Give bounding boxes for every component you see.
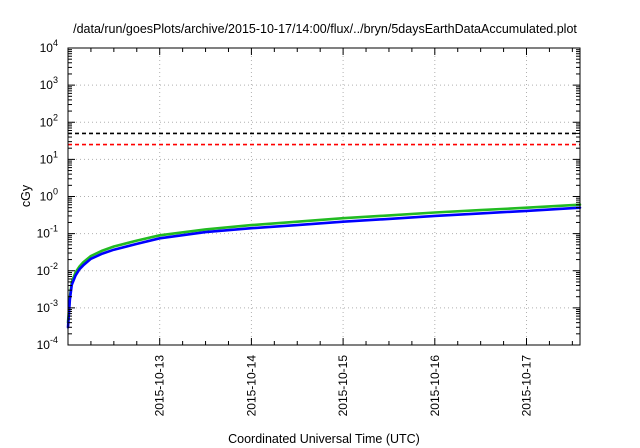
x-axis-label: Coordinated Universal Time (UTC) (228, 432, 420, 446)
y-tick-label: 104 (40, 38, 58, 55)
x-axis: 2015-10-13 2015-10-14 2015-10-15 2015-10-16… (90, 48, 573, 417)
y-tick-label: 102 (40, 112, 58, 129)
y-tick-label: 103 (40, 75, 58, 92)
x-tick-label: 2015-10-14 (244, 355, 258, 417)
y-tick-label: 10-4 (37, 335, 58, 352)
y-tick-label: 101 (40, 149, 58, 166)
x-tick-label: 2015-10-17 (520, 355, 534, 417)
reference-lines (68, 132, 580, 146)
y-axis: 10-4 10-3 10-2 10-1 100 101 102 103 104 (37, 38, 580, 352)
chart-title: /data/run/goesPlots/archive/2015-10-17/1… (73, 22, 577, 36)
y-tick-label: 10-1 (37, 224, 58, 241)
series-line (66, 206, 582, 329)
x-tick-label: 2015-10-13 (153, 355, 167, 417)
y-tick-label: 100 (40, 187, 58, 204)
y-axis-label: cGy (19, 184, 33, 207)
grid (68, 48, 580, 345)
y-tick-label: 10-2 (37, 261, 58, 278)
x-tick-label: 2015-10-15 (336, 355, 350, 417)
x-tick-label: 2015-10-16 (428, 355, 442, 417)
series-group (66, 203, 582, 329)
series-line (66, 203, 582, 324)
y-tick-label: 10-3 (37, 298, 58, 315)
